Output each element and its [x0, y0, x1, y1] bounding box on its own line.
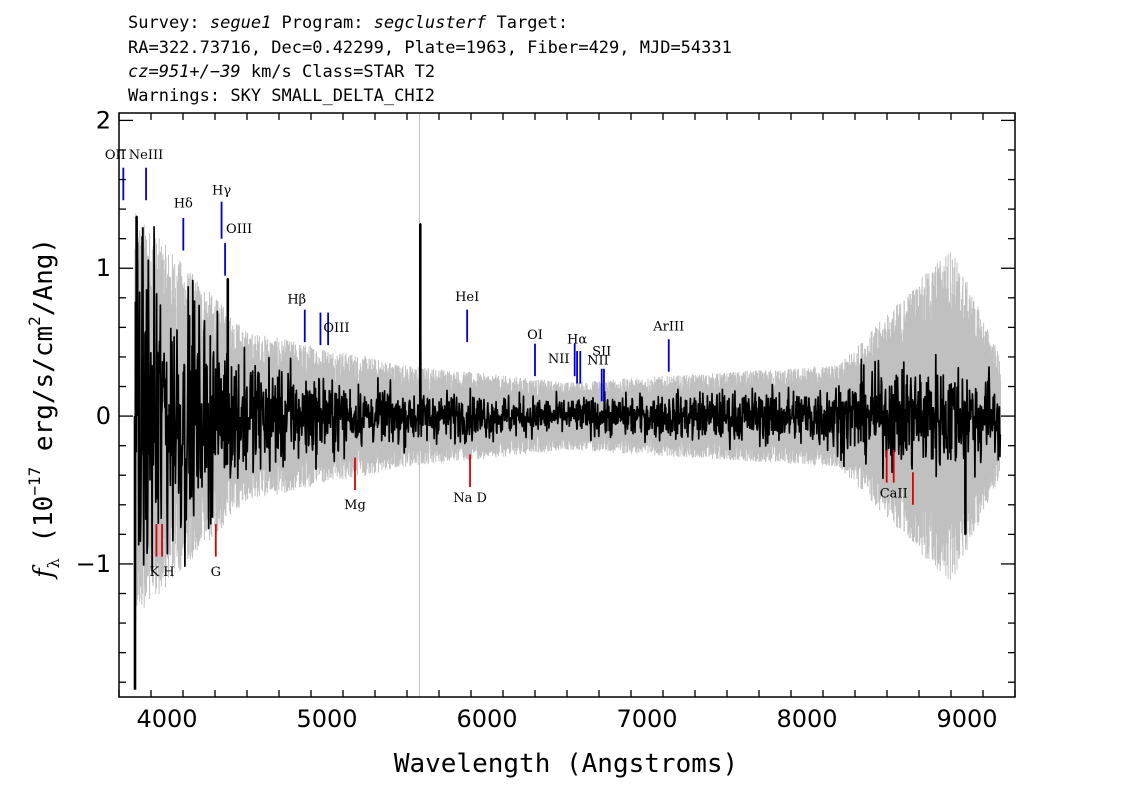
absorption-line-label: G: [211, 565, 221, 580]
y-tick-label: 2: [96, 106, 111, 134]
emission-line-label: Hα: [567, 333, 587, 348]
emission-line-label: Hδ: [174, 197, 193, 212]
header-line-4: Warnings: SKY SMALL_DELTA_CHI2: [128, 86, 436, 106]
plot-content: [122, 113, 1002, 697]
emission-line-label: OIII: [226, 222, 252, 237]
program-value: segclusterf: [373, 13, 487, 33]
survey-value: segue1: [209, 13, 272, 33]
emission-line-label: OIII: [323, 321, 349, 336]
emission-line-label: ArIII: [652, 319, 684, 334]
x-tick-label: 9000: [936, 705, 997, 733]
absorption-line-label: Na D: [453, 491, 487, 506]
absorption-line-label: CaII: [880, 486, 908, 501]
x-tick-label: 7000: [616, 705, 677, 733]
program-label: Program:: [271, 13, 374, 33]
x-tick-label: 6000: [456, 705, 517, 733]
absorption-line-label: Mg: [344, 498, 366, 513]
emission-line-label: HeI: [455, 290, 479, 305]
target-label: Target:: [486, 13, 569, 33]
header-line-1: Survey: segue1 Program: segclusterf Targ…: [128, 12, 568, 34]
emission-line-label: Hγ: [212, 183, 231, 198]
y-tick-label: 1: [96, 254, 111, 282]
redshift-value: cz=951+/−39: [128, 62, 241, 82]
header-line-2: RA=322.73716, Dec=0.42299, Plate=1963, F…: [128, 38, 732, 58]
y-tick-label: −1: [76, 550, 111, 578]
emission-line-label: NII: [587, 353, 609, 368]
x-tick-label: 4000: [136, 705, 197, 733]
emission-line-label: SII: [592, 344, 611, 359]
header-line-3: cz=951+/−39 km/s Class=STAR T2: [128, 61, 435, 83]
emission-line-label: NeIII: [129, 148, 163, 163]
emission-line-label: OII: [105, 148, 126, 163]
svg-text:fλ (10−17 erg/s/cm2/Ang): fλ (10−17 erg/s/cm2/Ang): [25, 238, 63, 580]
x-tick-label: 8000: [776, 705, 837, 733]
absorption-line-label: K H: [149, 565, 174, 580]
axes: 4000 5000 6000 7000 8000 9000 −1 0 1 2: [76, 106, 1016, 733]
survey-label: Survey:: [128, 13, 210, 33]
class-value: km/s Class=STAR T2: [240, 62, 436, 82]
emission-line-label: Hβ: [287, 293, 306, 308]
y-tick-label: 0: [96, 402, 111, 430]
flux-line: [134, 215, 1002, 690]
y-axis-title: fλ (10−17 erg/s/cm2/Ang): [25, 238, 63, 580]
x-axis-title: Wavelength (Angstroms): [394, 749, 738, 779]
x-tick-label: 5000: [296, 705, 357, 733]
emission-line-label: OI: [527, 328, 543, 343]
emission-line-label: NII: [548, 352, 570, 367]
